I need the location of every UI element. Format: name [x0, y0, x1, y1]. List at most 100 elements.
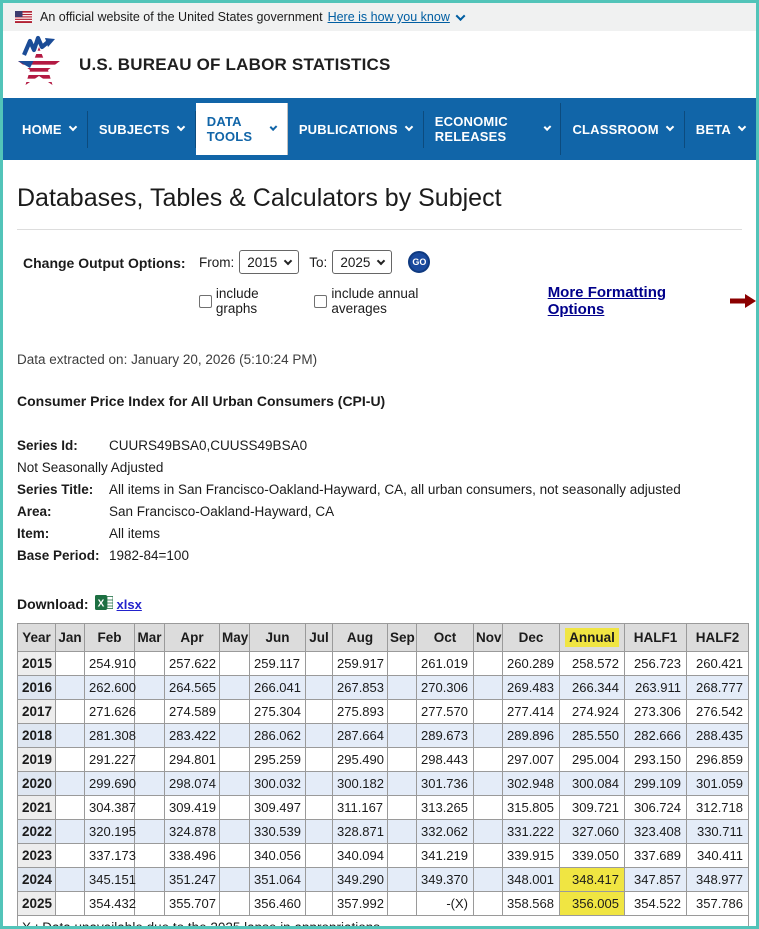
table-cell	[387, 651, 417, 676]
column-header-annual: Annual	[559, 623, 625, 652]
nav-item-economic-releases[interactable]: ECONOMIC RELEASES	[424, 103, 562, 155]
base-period-label: Base Period:	[17, 548, 100, 563]
from-year-value: 2015	[247, 254, 278, 270]
table-cell	[219, 675, 250, 700]
column-header-year: Year	[17, 623, 56, 652]
table-cell	[219, 747, 250, 772]
page-title: Databases, Tables & Calculators by Subje…	[17, 184, 502, 212]
us-flag-icon	[15, 11, 32, 23]
nav-item-classroom[interactable]: CLASSROOM	[561, 110, 685, 148]
nav-item-home[interactable]: HOME	[11, 110, 88, 148]
output-options: Change Output Options: From: 2015 To: 20…	[23, 250, 756, 318]
highlighted-value: 348.417	[560, 868, 624, 891]
table-cell: 349.370	[416, 867, 474, 892]
masthead: U.S. BUREAU OF LABOR STATISTICS	[3, 31, 756, 98]
table-cell	[305, 867, 333, 892]
chevron-down-icon	[737, 122, 747, 132]
table-cell: 281.308	[84, 723, 136, 748]
table-cell	[219, 843, 250, 868]
table-cell	[134, 771, 165, 796]
nav-item-label: SUBJECTS	[98, 121, 170, 137]
table-cell	[305, 771, 333, 796]
table-cell: 324.878	[164, 819, 220, 844]
series-heading: Consumer Price Index for All Urban Consu…	[17, 393, 386, 409]
xlsx-download-link[interactable]: xlsx	[116, 596, 142, 612]
table-footnote: X : Data unavailable due to the 2025 lap…	[17, 915, 749, 926]
nav-item-label: BETA	[695, 121, 731, 137]
table-cell: 332.062	[416, 819, 474, 844]
from-year-select[interactable]: 2015	[239, 250, 300, 274]
table-cell	[55, 891, 85, 916]
chevron-down-icon	[176, 122, 186, 132]
table-cell: 267.853	[332, 675, 388, 700]
column-header-sep: Sep	[387, 623, 417, 652]
chevron-down-icon[interactable]	[455, 10, 466, 21]
series-title-value: All items in San Francisco-Oakland-Haywa…	[109, 482, 681, 497]
table-cell	[134, 843, 165, 868]
column-header-feb: Feb	[84, 623, 135, 652]
table-cell	[55, 867, 85, 892]
to-year-select[interactable]: 2025	[332, 250, 393, 274]
how-you-know-link[interactable]: Here is how you know	[327, 10, 450, 24]
chevron-down-icon	[665, 122, 675, 132]
column-header-dec: Dec	[502, 623, 560, 652]
table-cell: 338.496	[164, 843, 220, 868]
table-cell: 298.443	[416, 747, 474, 772]
table-cell	[134, 795, 165, 820]
nav-item-data-tools[interactable]: DATA TOOLS	[195, 103, 288, 155]
nav-item-beta[interactable]: BETA	[685, 111, 756, 148]
table-cell: 259.117	[249, 651, 306, 676]
table-cell	[473, 891, 503, 916]
year-cell: 2022	[17, 819, 56, 844]
table-cell: 355.707	[164, 891, 220, 916]
table-cell	[134, 867, 165, 892]
table-cell	[219, 867, 250, 892]
include-annual-averages-checkbox[interactable]	[314, 294, 328, 308]
table-cell	[387, 843, 417, 868]
data-extracted-text: Data extracted on: January 20, 2026 (5:1…	[17, 352, 318, 367]
go-button[interactable]: GO	[408, 251, 431, 273]
table-cell: 262.600	[84, 675, 136, 700]
series-info: Series Id: CUURS49BSA0,CUUSS49BSA0 Not S…	[17, 435, 756, 567]
agency-name: U.S. BUREAU OF LABOR STATISTICS	[79, 54, 391, 74]
table-cell: 273.306	[624, 699, 687, 724]
area-label: Area:	[17, 504, 52, 519]
series-id-value: CUURS49BSA0,CUUSS49BSA0	[109, 438, 308, 453]
include-annual-averages-label: include annual averages	[331, 286, 419, 316]
year-cell: 2025	[17, 891, 56, 916]
chevron-down-icon	[404, 122, 413, 132]
year-cell: 2015	[17, 651, 56, 676]
year-cell: 2018	[17, 723, 56, 748]
table-cell: 300.182	[332, 771, 388, 796]
table-cell	[387, 795, 417, 820]
more-formatting-options-link[interactable]: More Formatting Options	[548, 284, 756, 318]
include-graphs-checkbox[interactable]	[199, 294, 212, 308]
area-value: San Francisco-Oakland-Hayward, CA	[109, 504, 335, 519]
year-cell: 2021	[17, 795, 56, 820]
table-cell	[305, 723, 333, 748]
to-year-value: 2025	[340, 254, 371, 270]
table-row: 2017 271.626 274.589 275.304 275.893 277.570 2…	[17, 699, 749, 724]
year-cell: 2020	[17, 771, 56, 796]
table-cell: 345.151	[84, 867, 136, 892]
column-header-jul: Jul	[305, 623, 333, 652]
table-cell: 277.414	[502, 699, 560, 724]
column-header-half1: HALF1	[624, 623, 687, 652]
table-row: 2025 354.432 355.707 356.460 357.992 -(X) 358.…	[17, 891, 749, 916]
table-cell: 313.265	[416, 795, 474, 820]
nav-item-subjects[interactable]: SUBJECTS	[88, 110, 196, 148]
item-label: Item:	[17, 526, 50, 541]
table-cell: 295.259	[249, 747, 306, 772]
table-row: 2022 320.195 324.878 330.539 328.871 332.062 3…	[17, 819, 749, 844]
nav-item-label: PUBLICATIONS	[298, 121, 398, 137]
svg-text:X: X	[97, 599, 104, 610]
table-cell: 323.408	[624, 819, 687, 844]
table-cell: 330.711	[686, 819, 749, 844]
table-cell	[387, 891, 417, 916]
nav-item-publications[interactable]: PUBLICATIONS	[288, 110, 424, 148]
table-cell	[55, 795, 85, 820]
table-cell	[473, 747, 503, 772]
table-cell	[134, 819, 165, 844]
from-label: From:	[199, 254, 235, 270]
year-cell: 2024	[17, 867, 56, 892]
